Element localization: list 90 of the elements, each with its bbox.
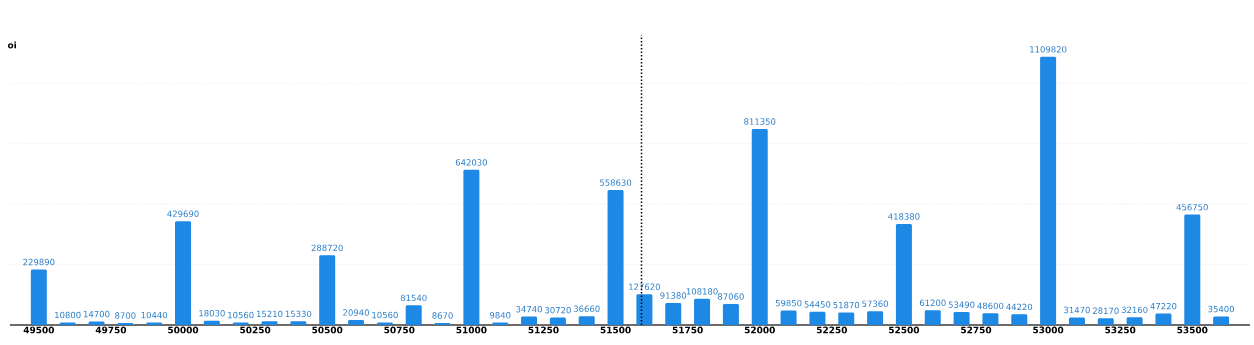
bar [1040, 56, 1057, 325]
bar [607, 190, 624, 325]
x-tick-label: 49500 [23, 326, 55, 334]
data-label: 31470 [1064, 306, 1090, 314]
x-tick-label: 51250 [528, 326, 559, 334]
data-label: 811350 [744, 118, 776, 125]
bar [722, 303, 739, 325]
bar [1097, 318, 1114, 325]
x-tick-label: 52000 [744, 326, 775, 334]
data-label: 10560 [228, 311, 254, 319]
bar [838, 312, 855, 325]
x-tick-label: 50250 [240, 326, 271, 334]
bar [636, 294, 653, 325]
data-label: 15210 [256, 310, 283, 318]
data-label: 10560 [372, 311, 398, 319]
data-label: 59850 [775, 299, 802, 307]
data-label: 288720 [311, 244, 343, 252]
bar [463, 169, 480, 325]
data-label: 9840 [489, 312, 511, 319]
data-label: 35400 [1208, 305, 1235, 313]
data-label: 14700 [83, 310, 110, 318]
data-label: 456750 [1176, 204, 1208, 211]
bar [1126, 317, 1143, 325]
x-tick-label: 50000 [168, 326, 199, 334]
bar [578, 316, 595, 325]
bar [175, 221, 192, 325]
data-label: 44220 [1006, 303, 1033, 311]
data-label: 48600 [977, 302, 1004, 310]
bar [521, 316, 538, 325]
x-tick-label: 51750 [672, 326, 703, 334]
x-tick-label: 50500 [312, 326, 343, 334]
x-tick-label: 51500 [600, 326, 631, 334]
x-tick-label: 53000 [1033, 326, 1064, 334]
x-tick-label: 52250 [816, 326, 848, 334]
bar [1184, 214, 1201, 325]
bar [694, 298, 711, 325]
bar [953, 312, 970, 325]
bar [1011, 314, 1028, 325]
data-label: 10800 [55, 311, 81, 319]
data-label: 1109820 [1030, 46, 1067, 53]
data-label: 10440 [141, 311, 168, 319]
bar [924, 310, 941, 325]
x-tick-label: 49750 [95, 326, 127, 334]
data-label: 30720 [545, 306, 571, 314]
bar [665, 302, 682, 325]
bar [780, 310, 797, 325]
bar [982, 313, 999, 325]
data-label: 418380 [888, 213, 920, 220]
data-label: 18030 [199, 310, 225, 317]
data-label: 34740 [516, 306, 542, 313]
data-label: 47220 [1150, 302, 1177, 310]
data-label: 642030 [455, 159, 487, 166]
data-label: 57360 [862, 300, 888, 307]
data-label: 54450 [804, 301, 831, 308]
bar [319, 255, 336, 325]
bar [895, 223, 912, 325]
x-tick-label: 52500 [889, 326, 920, 334]
x-tick-label: 51000 [456, 326, 487, 334]
x-tick-label: 53500 [1177, 326, 1208, 334]
data-label: 429690 [167, 210, 199, 217]
bar [549, 317, 566, 325]
bar [809, 311, 826, 325]
bar [751, 128, 768, 325]
x-tick-label: 52750 [961, 326, 992, 334]
data-label: 229890 [23, 258, 55, 266]
data-label: 15330 [285, 310, 312, 318]
data-label: 28170 [1092, 307, 1119, 314]
data-label: 81540 [400, 294, 427, 302]
data-label: 558630 [600, 179, 632, 186]
x-tick-label: 50750 [384, 326, 415, 334]
data-label: 8700 [115, 312, 136, 319]
data-label: 61200 [919, 299, 946, 307]
data-label: 32160 [1121, 306, 1148, 314]
y-axis-title: oi [7, 41, 17, 49]
data-label: 87060 [718, 293, 744, 300]
bar [1155, 313, 1172, 325]
data-label: 127620 [629, 283, 660, 290]
data-label: 108180 [686, 288, 718, 295]
bar [1213, 316, 1230, 325]
data-label: 20940 [343, 309, 369, 316]
bar [30, 269, 47, 325]
data-label: 91380 [660, 292, 687, 299]
data-label: 51870 [833, 301, 860, 309]
bar [405, 305, 422, 325]
data-label: 53490 [948, 301, 975, 308]
bar [1068, 317, 1085, 325]
data-label: 36660 [573, 305, 600, 312]
data-label: 8670 [432, 312, 453, 319]
bar [867, 311, 884, 325]
x-tick-label: 53250 [1105, 326, 1136, 334]
